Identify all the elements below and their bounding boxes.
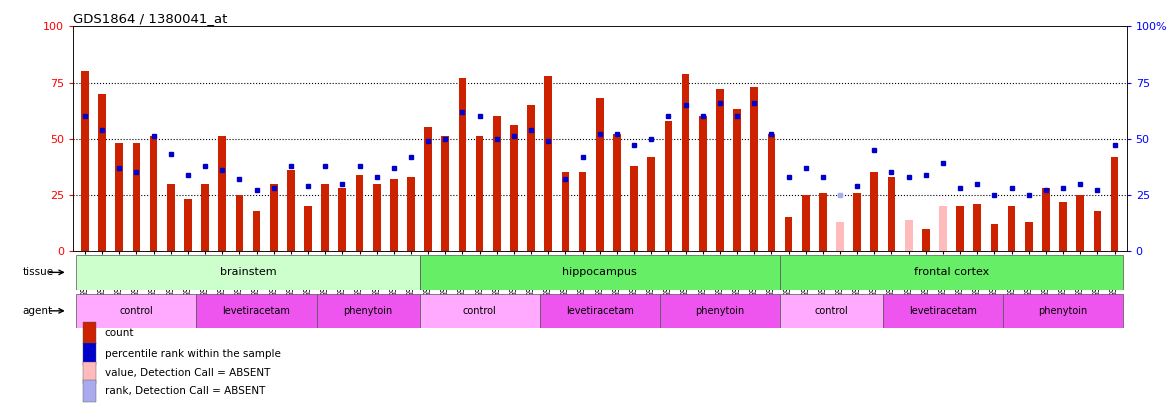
Bar xyxy=(83,380,96,402)
Bar xyxy=(922,228,930,251)
Text: rank, Detection Call = ABSENT: rank, Detection Call = ABSENT xyxy=(105,386,265,396)
Bar xyxy=(1060,202,1067,251)
Bar xyxy=(373,184,381,251)
Bar xyxy=(630,166,637,251)
Bar xyxy=(682,74,689,251)
Bar xyxy=(99,94,106,251)
Bar xyxy=(883,294,1003,328)
Text: control: control xyxy=(463,306,496,316)
Bar xyxy=(888,177,895,251)
Bar xyxy=(183,199,192,251)
Bar xyxy=(425,128,432,251)
Bar xyxy=(510,125,517,251)
Bar xyxy=(784,217,793,251)
Text: frontal cortex: frontal cortex xyxy=(914,267,989,277)
Text: agent: agent xyxy=(22,306,53,316)
Bar xyxy=(167,184,174,251)
Bar xyxy=(83,362,96,384)
Bar xyxy=(269,184,278,251)
Bar xyxy=(1076,195,1084,251)
Bar xyxy=(305,206,312,251)
Bar xyxy=(321,184,329,251)
Bar xyxy=(493,116,501,251)
Bar xyxy=(133,143,140,251)
Text: phenytoin: phenytoin xyxy=(695,306,744,316)
Text: control: control xyxy=(120,306,153,316)
Bar xyxy=(115,143,123,251)
Text: count: count xyxy=(105,328,134,339)
Text: GDS1864 / 1380041_at: GDS1864 / 1380041_at xyxy=(73,12,227,25)
Bar xyxy=(956,206,964,251)
Bar xyxy=(540,294,660,328)
Bar xyxy=(81,71,88,251)
Bar xyxy=(613,134,621,251)
Bar xyxy=(339,188,346,251)
Text: levetiracetam: levetiracetam xyxy=(222,306,290,316)
Bar xyxy=(904,220,913,251)
Bar xyxy=(802,195,809,251)
Bar xyxy=(235,195,243,251)
Bar xyxy=(253,211,260,251)
Bar xyxy=(596,98,603,251)
Bar xyxy=(149,136,158,251)
Bar xyxy=(733,109,741,251)
Bar xyxy=(750,87,759,251)
Bar xyxy=(355,175,363,251)
Text: phenytoin: phenytoin xyxy=(343,306,393,316)
Bar xyxy=(441,136,449,251)
Bar xyxy=(870,173,878,251)
Text: percentile rank within the sample: percentile rank within the sample xyxy=(105,349,280,359)
Text: tissue: tissue xyxy=(22,267,53,277)
Bar xyxy=(1111,157,1118,251)
Bar xyxy=(420,294,540,328)
Bar xyxy=(459,78,467,251)
Text: brainstem: brainstem xyxy=(220,267,276,277)
Bar xyxy=(818,193,827,251)
Bar xyxy=(407,177,415,251)
Text: levetiracetam: levetiracetam xyxy=(909,306,977,316)
Bar xyxy=(1025,222,1033,251)
Bar xyxy=(527,105,535,251)
Bar xyxy=(699,116,707,251)
Bar xyxy=(219,136,226,251)
Bar xyxy=(768,134,775,251)
Bar xyxy=(780,294,883,328)
Bar xyxy=(316,294,420,328)
Bar xyxy=(562,173,569,251)
Bar xyxy=(76,294,196,328)
Bar xyxy=(664,121,673,251)
Bar xyxy=(647,157,655,251)
Bar xyxy=(1042,188,1050,251)
Text: control: control xyxy=(815,306,848,316)
Bar xyxy=(660,294,780,328)
Bar xyxy=(83,343,96,365)
Text: hippocampus: hippocampus xyxy=(562,267,637,277)
Bar xyxy=(716,89,723,251)
Bar xyxy=(544,76,553,251)
Bar xyxy=(579,173,587,251)
Bar xyxy=(1094,211,1101,251)
Bar xyxy=(1008,206,1016,251)
Bar xyxy=(990,224,998,251)
Bar xyxy=(476,136,483,251)
Bar xyxy=(836,222,844,251)
Bar xyxy=(83,322,96,345)
Bar xyxy=(201,184,209,251)
Bar xyxy=(854,193,861,251)
Text: phenytoin: phenytoin xyxy=(1038,306,1088,316)
Bar xyxy=(390,179,397,251)
Bar xyxy=(1003,294,1123,328)
Bar xyxy=(76,255,420,290)
Text: levetiracetam: levetiracetam xyxy=(566,306,634,316)
Bar xyxy=(974,204,981,251)
Bar xyxy=(196,294,316,328)
Bar xyxy=(420,255,780,290)
Bar xyxy=(287,170,295,251)
Text: value, Detection Call = ABSENT: value, Detection Call = ABSENT xyxy=(105,368,270,378)
Bar xyxy=(940,206,947,251)
Bar xyxy=(780,255,1123,290)
